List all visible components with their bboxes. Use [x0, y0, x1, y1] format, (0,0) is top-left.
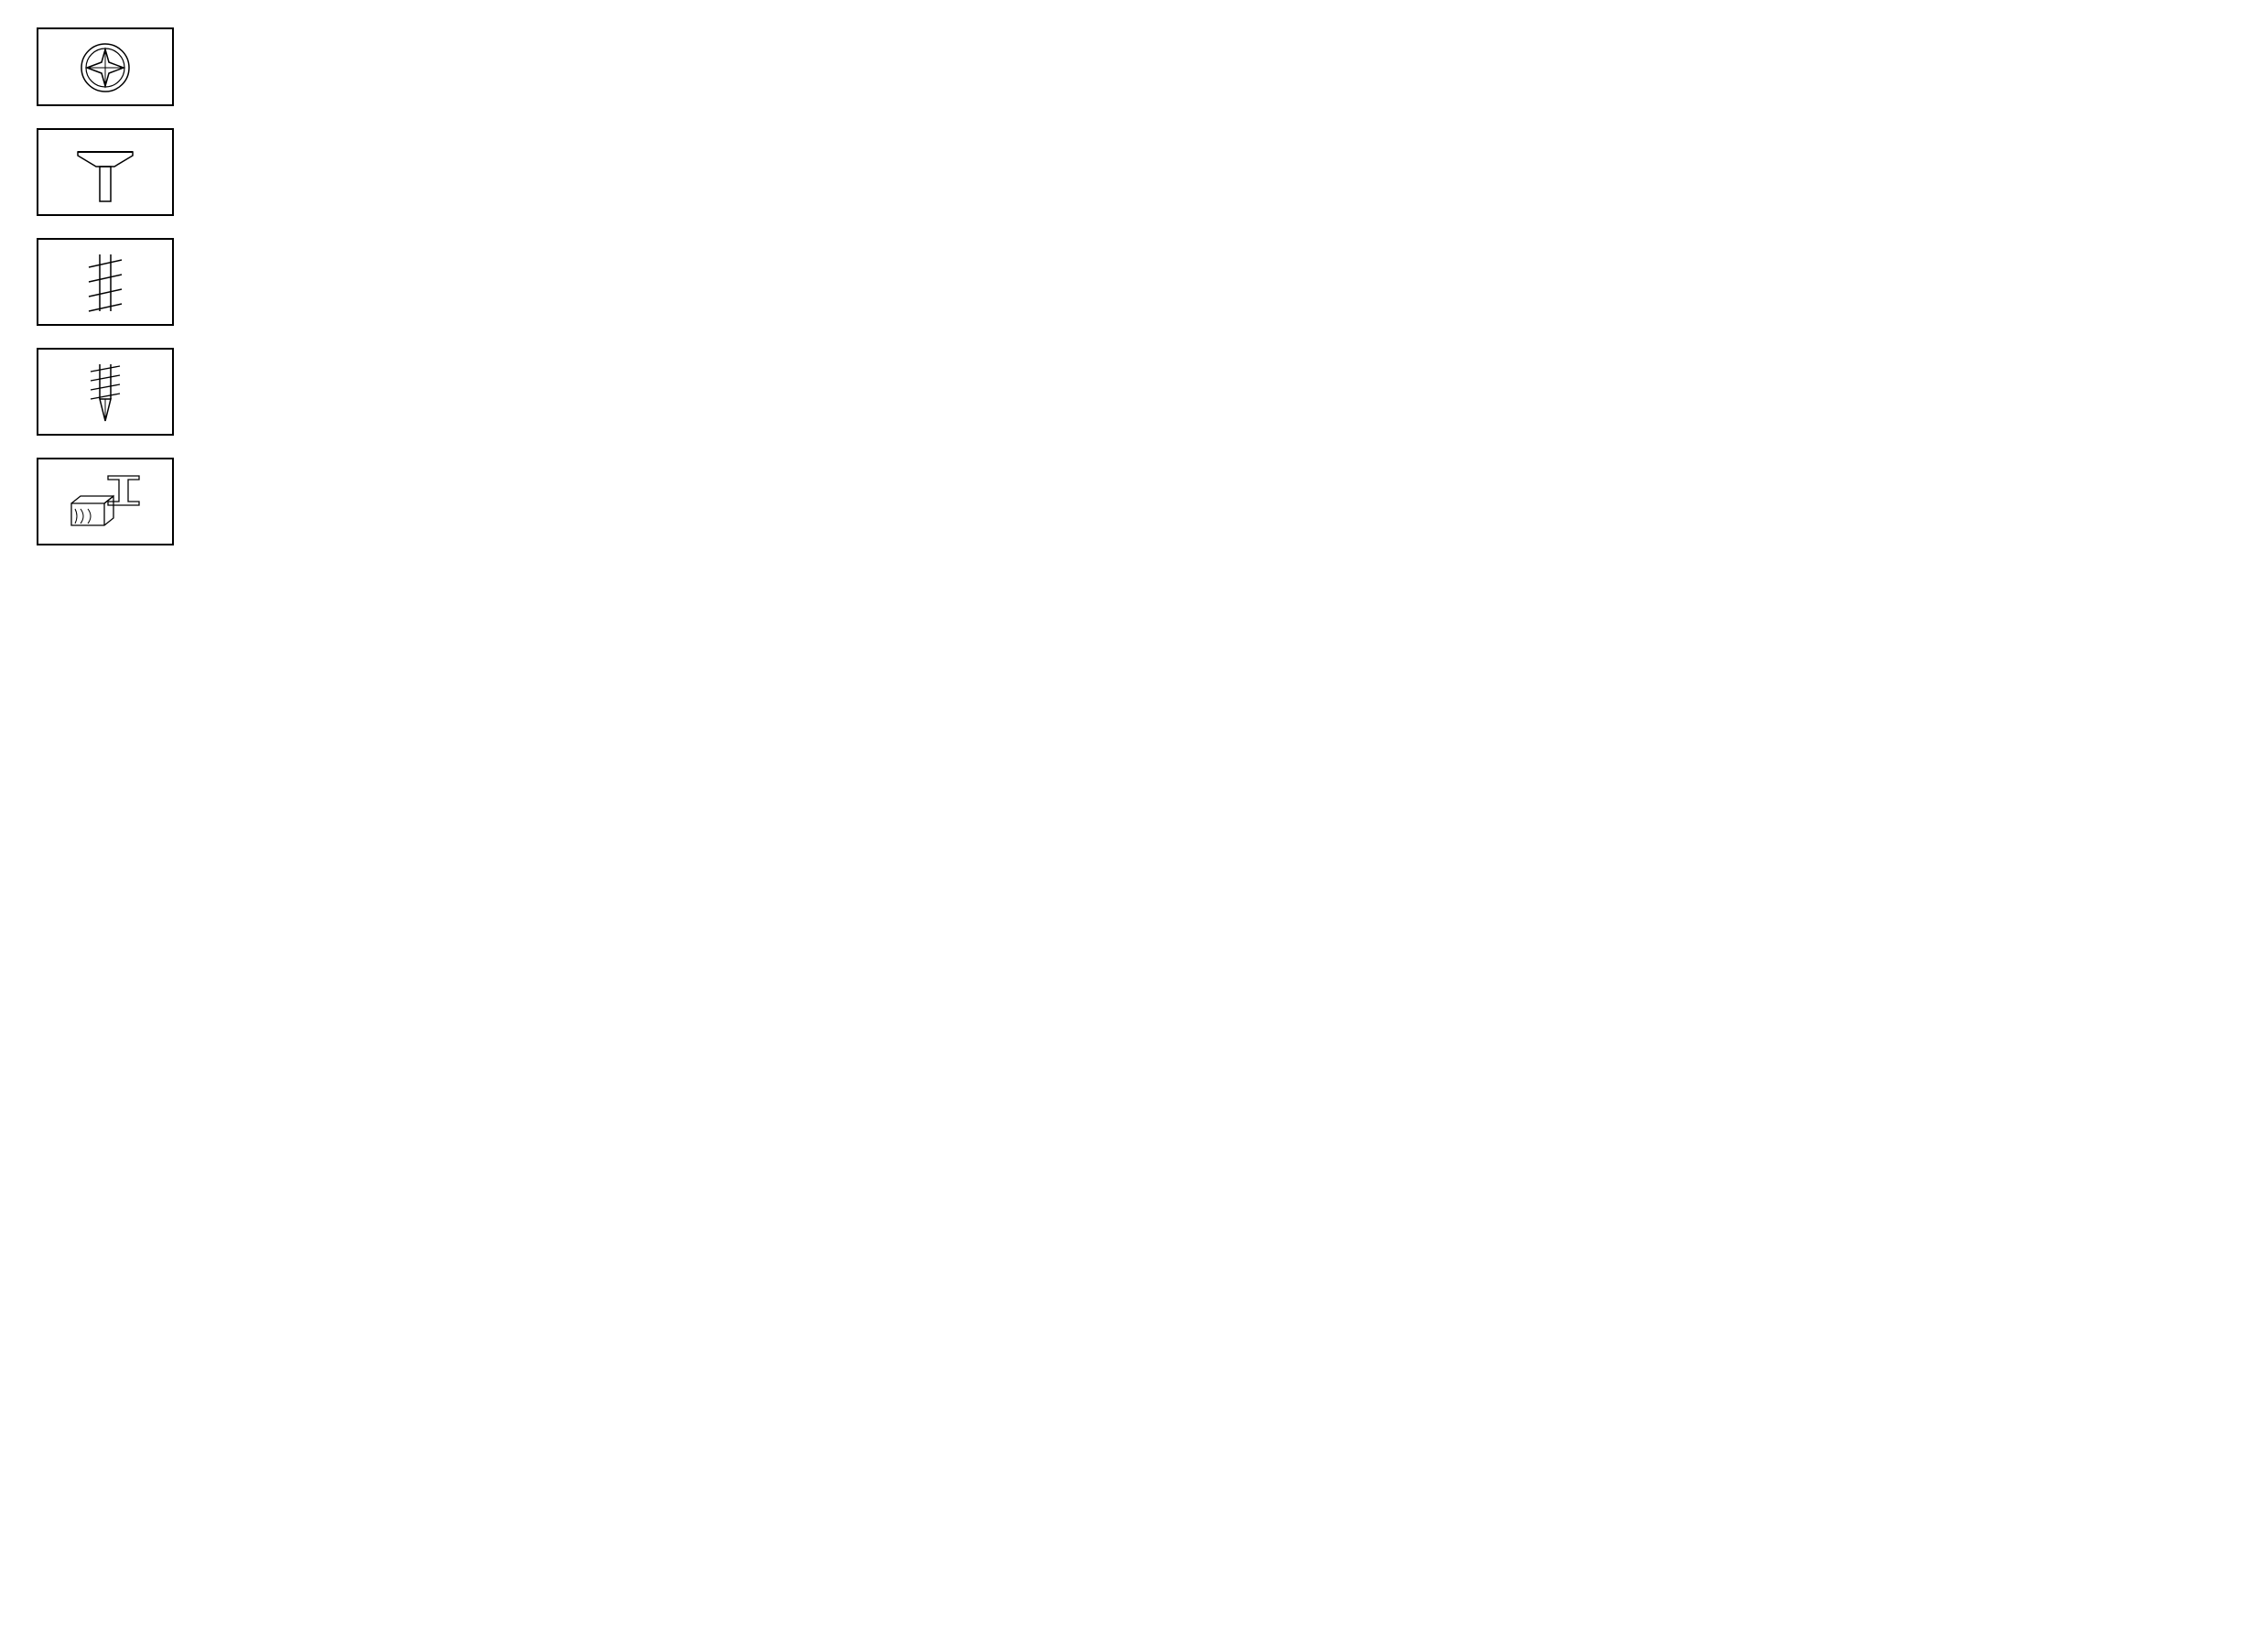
point-icon: [78, 361, 133, 425]
spec-box-slot: [37, 27, 174, 106]
spec-sidebar: [37, 27, 174, 815]
measurement-chart: [229, 27, 1096, 815]
phillips-icon: [78, 40, 133, 95]
material-icon: [64, 470, 146, 534]
chart-svg: [229, 27, 1071, 815]
spec-box-head: [37, 128, 174, 216]
thread-icon: [78, 251, 133, 315]
spec-box-thread: [37, 238, 174, 326]
countersunk-icon: [69, 141, 142, 205]
spec-box-material: [37, 458, 174, 545]
spec-box-tip: [37, 348, 174, 436]
